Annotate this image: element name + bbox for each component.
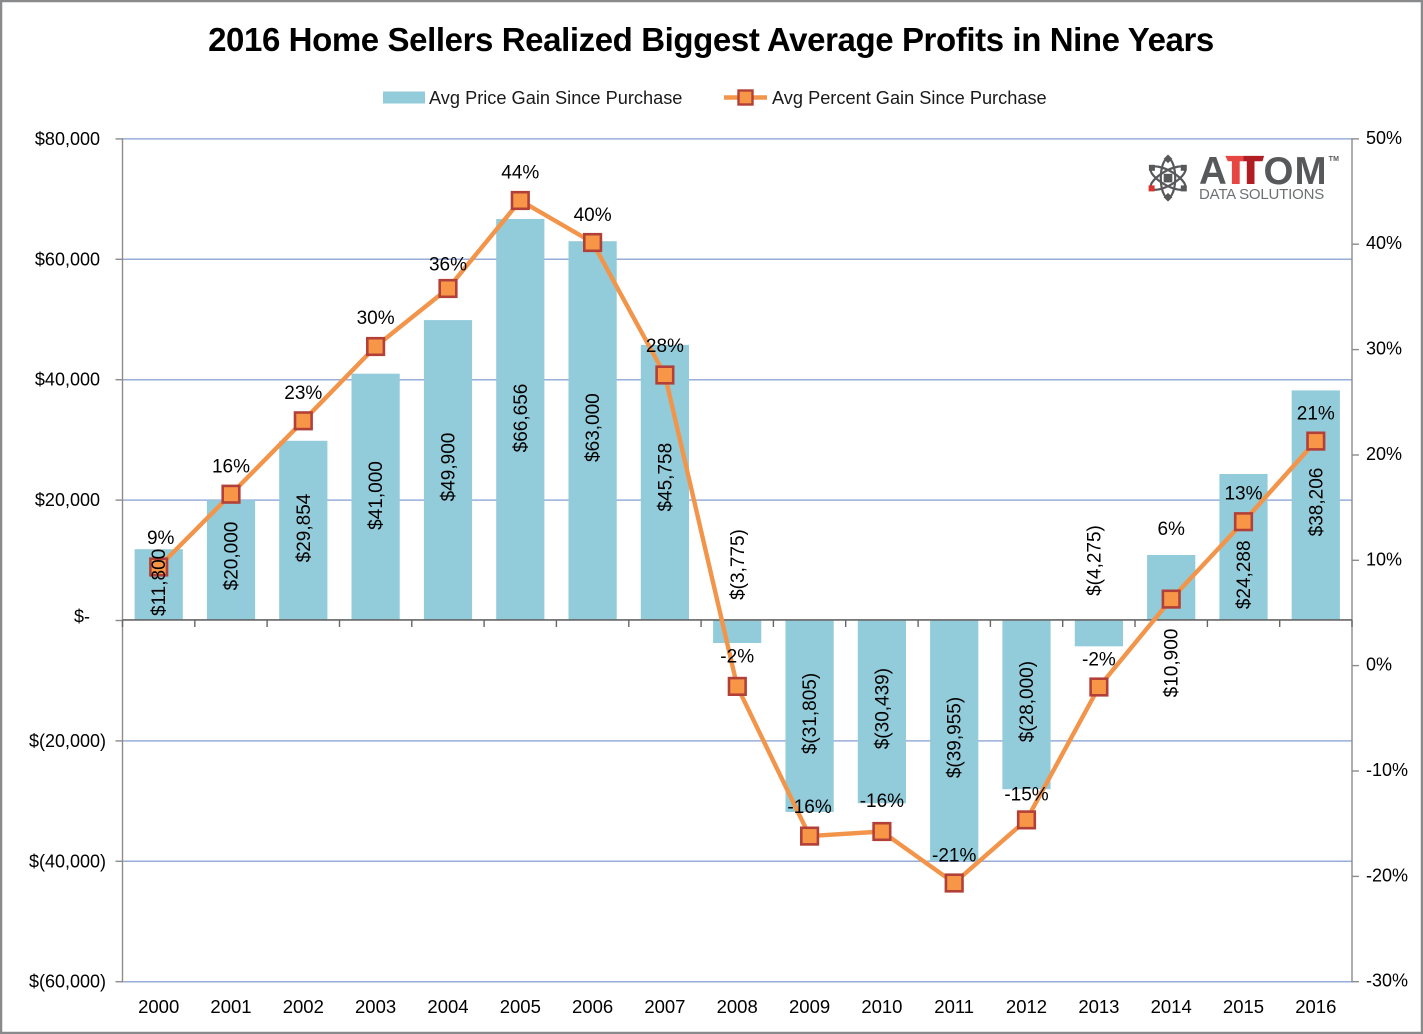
svg-text:-10%: -10%	[1366, 760, 1408, 780]
svg-text:$(20,000): $(20,000)	[29, 731, 106, 751]
svg-text:2011: 2011	[934, 996, 974, 1017]
svg-text:2016: 2016	[1295, 996, 1336, 1017]
svg-text:28%: 28%	[646, 336, 684, 357]
svg-text:$(60,000): $(60,000)	[29, 972, 106, 992]
svg-text:-16%: -16%	[860, 791, 904, 812]
svg-text:$20,000: $20,000	[35, 490, 100, 510]
svg-text:$11,800: $11,800	[149, 549, 170, 616]
svg-text:6%: 6%	[1157, 519, 1185, 540]
svg-text:16%: 16%	[212, 457, 250, 478]
svg-text:2016 Home Sellers Realized Big: 2016 Home Sellers Realized Biggest Avera…	[208, 21, 1214, 58]
svg-text:21%: 21%	[1297, 404, 1335, 425]
svg-text:$(4,275): $(4,275)	[1084, 525, 1105, 596]
svg-text:$49,900: $49,900	[439, 433, 460, 502]
svg-text:20%: 20%	[1366, 444, 1402, 464]
svg-text:$80,000: $80,000	[35, 129, 100, 149]
svg-text:40%: 40%	[574, 205, 612, 226]
svg-text:30%: 30%	[357, 308, 395, 329]
svg-text:TM: TM	[1329, 156, 1340, 163]
svg-text:40%: 40%	[1366, 233, 1402, 253]
svg-text:$20,000: $20,000	[222, 522, 243, 591]
svg-text:$63,000: $63,000	[583, 393, 604, 462]
svg-text:$66,656: $66,656	[511, 384, 532, 453]
svg-text:0%: 0%	[1366, 655, 1392, 675]
svg-text:Avg Percent Gain Since Purchas: Avg Percent Gain Since Purchase	[772, 88, 1047, 108]
svg-text:2005: 2005	[500, 996, 541, 1017]
svg-text:-2%: -2%	[1082, 650, 1116, 671]
svg-text:$38,206: $38,206	[1306, 468, 1327, 537]
svg-text:2012: 2012	[1006, 996, 1047, 1017]
svg-text:2008: 2008	[717, 996, 758, 1017]
svg-text:$-: $-	[74, 607, 90, 627]
svg-text:$41,000: $41,000	[366, 461, 387, 530]
svg-text:-30%: -30%	[1366, 971, 1408, 991]
svg-text:-2%: -2%	[720, 647, 754, 668]
svg-text:2009: 2009	[789, 996, 830, 1017]
svg-text:2014: 2014	[1151, 996, 1192, 1017]
svg-text:$(30,439): $(30,439)	[872, 668, 893, 749]
svg-text:36%: 36%	[429, 255, 467, 276]
svg-text:OM: OM	[1264, 150, 1328, 193]
svg-text:-20%: -20%	[1366, 865, 1408, 885]
svg-text:$(28,000): $(28,000)	[1017, 661, 1038, 742]
svg-text:-15%: -15%	[1004, 785, 1048, 806]
svg-text:$29,854: $29,854	[294, 493, 315, 562]
svg-text:$(40,000): $(40,000)	[29, 851, 106, 871]
svg-text:44%: 44%	[501, 163, 539, 184]
svg-text:13%: 13%	[1224, 484, 1262, 505]
svg-text:$60,000: $60,000	[35, 249, 100, 269]
svg-text:$(39,955): $(39,955)	[945, 697, 966, 778]
svg-text:-21%: -21%	[932, 846, 976, 867]
svg-text:2010: 2010	[861, 996, 902, 1017]
svg-text:$(31,805): $(31,805)	[800, 673, 821, 754]
svg-text:2003: 2003	[355, 996, 396, 1017]
svg-text:$24,288: $24,288	[1234, 540, 1255, 609]
svg-text:9%: 9%	[147, 528, 175, 549]
svg-text:23%: 23%	[284, 383, 322, 404]
svg-text:2013: 2013	[1078, 996, 1119, 1017]
svg-text:2002: 2002	[283, 996, 324, 1017]
svg-text:$(3,775): $(3,775)	[728, 529, 749, 600]
svg-text:2000: 2000	[138, 996, 179, 1017]
svg-text:A: A	[1199, 150, 1227, 193]
svg-text:2006: 2006	[572, 996, 613, 1017]
svg-text:$45,758: $45,758	[655, 443, 676, 512]
svg-text:DATA SOLUTIONS: DATA SOLUTIONS	[1199, 186, 1324, 203]
svg-text:50%: 50%	[1366, 128, 1402, 148]
svg-text:$40,000: $40,000	[35, 370, 100, 390]
svg-text:2015: 2015	[1223, 996, 1264, 1017]
svg-text:2001: 2001	[210, 996, 251, 1017]
svg-text:Avg Price Gain Since Purchase: Avg Price Gain Since Purchase	[429, 88, 682, 108]
svg-text:2004: 2004	[427, 996, 468, 1017]
svg-text:-16%: -16%	[787, 797, 831, 818]
svg-text:30%: 30%	[1366, 339, 1402, 359]
svg-text:2007: 2007	[644, 996, 685, 1017]
svg-text:10%: 10%	[1366, 549, 1402, 569]
svg-text:$10,900: $10,900	[1162, 629, 1183, 698]
